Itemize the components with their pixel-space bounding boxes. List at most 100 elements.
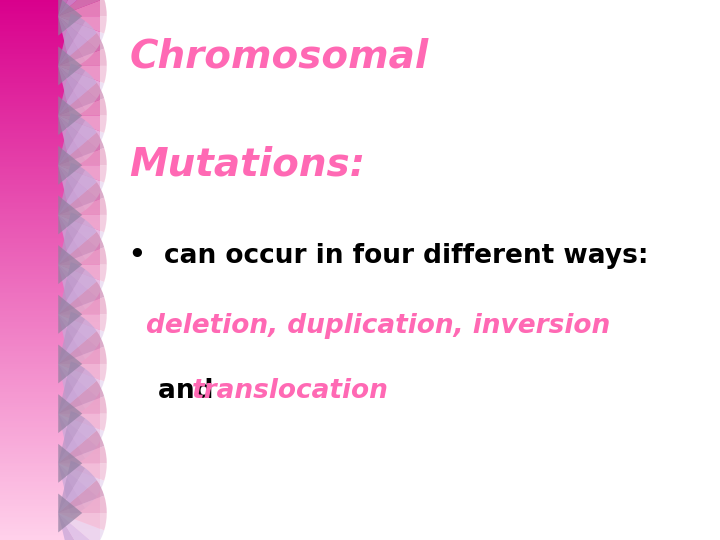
Bar <box>0 232 100 234</box>
Wedge shape <box>58 265 107 282</box>
Bar <box>0 432 100 434</box>
Bar <box>0 366 100 367</box>
Bar <box>0 72 100 74</box>
Bar <box>0 126 100 128</box>
Bar <box>0 81 100 83</box>
Bar <box>0 412 100 414</box>
Bar <box>0 322 100 324</box>
Bar <box>0 189 100 191</box>
Wedge shape <box>58 182 104 215</box>
Bar <box>0 247 100 248</box>
Wedge shape <box>58 480 104 513</box>
Bar <box>0 331 100 333</box>
Bar <box>0 286 100 288</box>
Bar <box>0 416 100 417</box>
Wedge shape <box>58 463 107 481</box>
Bar <box>0 518 100 520</box>
Bar <box>0 347 100 349</box>
Wedge shape <box>58 116 104 148</box>
Bar <box>0 495 100 497</box>
Bar <box>0 7 100 9</box>
Bar <box>0 83 100 85</box>
Bar <box>0 70 100 72</box>
Bar <box>0 178 100 180</box>
Bar <box>0 32 100 34</box>
Text: Chromosomal: Chromosomal <box>130 38 428 76</box>
Wedge shape <box>58 116 96 160</box>
Wedge shape <box>58 66 104 99</box>
Bar <box>0 92 100 93</box>
Bar <box>0 513 100 515</box>
Bar <box>0 511 100 513</box>
Bar <box>0 498 100 501</box>
Bar <box>0 238 100 239</box>
Bar <box>0 184 100 185</box>
Bar <box>0 389 100 390</box>
Bar <box>0 5 100 7</box>
Bar <box>0 470 100 471</box>
Polygon shape <box>58 146 82 185</box>
Bar <box>0 259 100 261</box>
Bar <box>0 371 100 373</box>
Bar <box>0 15 100 16</box>
Bar <box>0 464 100 466</box>
Bar <box>0 313 100 315</box>
Bar <box>0 113 100 115</box>
Bar <box>0 209 100 211</box>
Wedge shape <box>58 215 104 248</box>
Polygon shape <box>58 494 82 532</box>
Wedge shape <box>58 418 96 463</box>
Bar <box>0 309 100 312</box>
Wedge shape <box>58 364 85 416</box>
Bar <box>0 63 100 65</box>
Bar <box>0 207 100 209</box>
Bar <box>0 504 100 506</box>
Wedge shape <box>58 170 96 215</box>
Polygon shape <box>58 96 82 135</box>
Bar <box>0 54 100 56</box>
Wedge shape <box>58 165 85 218</box>
Bar <box>0 459 100 461</box>
Bar <box>0 155 100 157</box>
Bar <box>0 524 100 525</box>
Bar <box>0 407 100 409</box>
Bar <box>0 517 100 518</box>
Wedge shape <box>58 463 104 496</box>
Bar <box>0 108 100 110</box>
Bar <box>0 151 100 153</box>
Bar <box>0 52 100 54</box>
Text: deletion, duplication, inversion: deletion, duplication, inversion <box>145 313 610 339</box>
Bar <box>0 120 100 123</box>
Bar <box>0 50 100 52</box>
Wedge shape <box>58 414 85 466</box>
Bar <box>0 312 100 313</box>
Bar <box>0 475 100 477</box>
Bar <box>0 430 100 432</box>
Wedge shape <box>58 165 96 210</box>
Bar <box>0 270 100 272</box>
Bar <box>0 385 100 387</box>
Bar <box>0 531 100 533</box>
Bar <box>0 346 100 347</box>
Bar <box>0 297 100 299</box>
Wedge shape <box>58 116 85 168</box>
Bar <box>0 355 100 356</box>
Bar <box>0 290 100 292</box>
Wedge shape <box>58 66 85 118</box>
Bar <box>0 376 100 378</box>
Wedge shape <box>58 446 107 463</box>
Wedge shape <box>58 247 107 265</box>
Wedge shape <box>58 269 96 314</box>
Wedge shape <box>58 33 104 66</box>
Wedge shape <box>58 132 104 165</box>
Bar <box>0 76 100 77</box>
Bar <box>0 308 100 309</box>
Bar <box>0 65 100 66</box>
Bar <box>0 382 100 383</box>
Bar <box>0 12 100 15</box>
Bar <box>0 144 100 146</box>
Bar <box>0 221 100 223</box>
Bar <box>0 146 100 147</box>
Bar <box>0 434 100 436</box>
Wedge shape <box>58 0 104 16</box>
